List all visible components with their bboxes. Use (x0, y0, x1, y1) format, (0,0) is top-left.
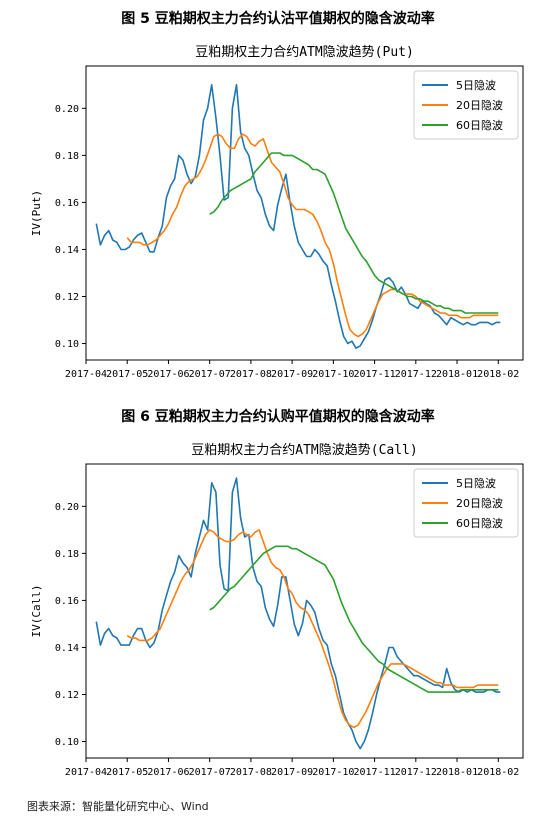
y-tick-label: 0.16 (55, 198, 79, 209)
legend-label: 5日隐波 (456, 477, 496, 490)
series-line-2 (209, 545, 499, 693)
y-axis-label: IV(Call) (30, 585, 43, 638)
x-tick-label: 2018-02 (477, 767, 519, 778)
x-tick-label: 2017-09 (271, 369, 313, 380)
x-tick-label: 2017-06 (147, 369, 189, 380)
legend-label: 20日隐波 (456, 497, 503, 510)
x-tick-label: 2017-12 (395, 369, 437, 380)
y-tick-label: 0.20 (55, 502, 79, 513)
x-tick-label: 2017-04 (65, 767, 107, 778)
source-note: 图表来源：智能量化研究中心、Wind (27, 800, 209, 813)
figure-6-caption: 图 6 豆粕期权主力合约认购平值期权的隐含波动率 (121, 409, 435, 425)
y-tick-label: 0.10 (55, 339, 79, 350)
x-tick-label: 2017-11 (354, 767, 396, 778)
x-tick-label: 2017-07 (189, 767, 231, 778)
x-tick-label: 2017-12 (395, 767, 437, 778)
x-tick-label: 2018-02 (477, 369, 519, 380)
plot-frame (85, 463, 524, 759)
y-axis-label: IV(Put) (30, 190, 43, 236)
x-tick-label: 2017-04 (65, 369, 107, 380)
y-tick-label: 0.12 (55, 690, 79, 701)
chart-title: 豆粕期权主力合约ATM隐波趋势(Put) (195, 44, 414, 60)
y-tick-label: 0.16 (55, 596, 79, 607)
put-iv-chart: 豆粕期权主力合约ATM隐波趋势(Put) 0.10 0.12 0.14 0.16 0.18… (30, 44, 524, 380)
legend-label: 60日隐波 (456, 119, 503, 132)
chart-title: 豆粕期权主力合约ATM隐波趋势(Call) (191, 442, 417, 458)
legend-box (413, 70, 519, 140)
plot-frame (85, 65, 524, 361)
x-tick-label: 2017-10 (312, 369, 354, 380)
x-tick-label: 2017-08 (230, 767, 272, 778)
series-line-2 (209, 152, 499, 314)
series-line-0 (95, 83, 501, 350)
x-tick-label: 2017-08 (230, 369, 272, 380)
y-tick-label: 0.12 (55, 292, 79, 303)
legend-label: 20日隐波 (456, 99, 503, 112)
x-tick-label: 2017-10 (312, 767, 354, 778)
x-tick-label: 2017-06 (147, 767, 189, 778)
legend-label: 5日隐波 (456, 79, 496, 92)
series-line-1 (126, 133, 499, 338)
legend-label: 60日隐波 (456, 517, 503, 530)
legend-box (413, 468, 519, 538)
legend: 5日隐波 20日隐波 60日隐波 (413, 70, 519, 140)
call-iv-chart: 豆粕期权主力合约ATM隐波趋势(Call) 0.10 0.12 0.14 0.16 0.1… (30, 442, 524, 778)
x-tick-label: 2017-05 (106, 369, 148, 380)
y-tick-label: 0.10 (55, 737, 79, 748)
y-tick-label: 0.18 (55, 151, 79, 162)
series-line-1 (126, 529, 499, 729)
x-tick-label: 2017-11 (354, 369, 396, 380)
series-line-0 (95, 477, 501, 750)
x-tick-label: 2017-07 (189, 369, 231, 380)
x-tick-label: 2017-09 (271, 767, 313, 778)
x-tick-label: 2017-05 (106, 767, 148, 778)
y-tick-label: 0.14 (55, 643, 79, 654)
legend: 5日隐波 20日隐波 60日隐波 (413, 468, 519, 538)
x-tick-label: 2018-01 (436, 767, 478, 778)
figure-5-caption: 图 5 豆粕期权主力合约认沽平值期权的隐含波动率 (121, 11, 435, 27)
y-tick-label: 0.20 (55, 104, 79, 115)
y-tick-label: 0.18 (55, 549, 79, 560)
x-tick-label: 2018-01 (436, 369, 478, 380)
y-tick-label: 0.14 (55, 245, 79, 256)
